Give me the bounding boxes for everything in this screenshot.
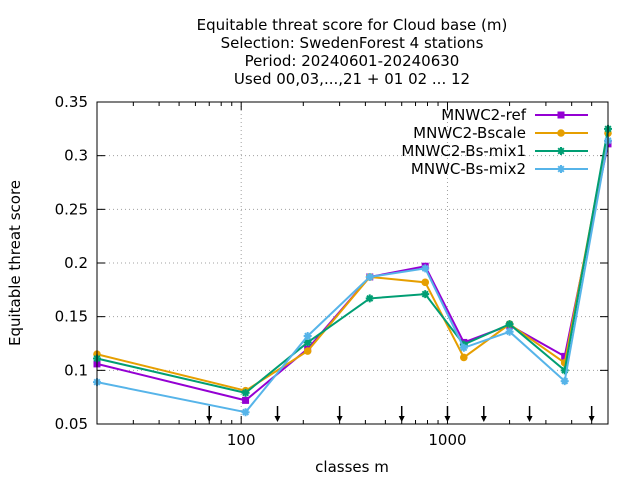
series-line [96, 143, 609, 402]
data-point [421, 290, 430, 299]
data-point [241, 408, 250, 417]
title-line: Used 00,03,...,21 + 01 02 ... 12 [234, 70, 470, 88]
class-marker-arrow [274, 416, 281, 422]
class-marker-arrow [444, 416, 451, 422]
legend-item: MNWC2-Bscale [413, 124, 588, 142]
data-point [505, 327, 514, 336]
legend-label: MNWC2-Bs-mix1 [401, 142, 526, 160]
y-axis-label: Equitable threat score [6, 180, 24, 346]
grid [97, 102, 608, 424]
class-marker-arrow [588, 416, 595, 422]
data-point [561, 352, 569, 360]
data-point [557, 147, 565, 155]
class-marker-arrow [480, 416, 487, 422]
y-tick-label: 0.15 [55, 308, 88, 326]
title-line: Period: 20240601-20240630 [245, 52, 460, 70]
class-markers [206, 406, 595, 422]
data-point [421, 278, 430, 287]
data-point [557, 165, 565, 173]
data-point [365, 294, 374, 303]
y-tick-label: 0.2 [64, 254, 88, 272]
legend-item: MNWC-Bs-mix2 [411, 160, 588, 178]
series-mnwc-bs-mix2 [93, 136, 612, 417]
plot-frame [96, 101, 609, 425]
data-point [303, 331, 312, 340]
series-line [96, 128, 609, 394]
chart-title: Equitable threat score for Cloud base (m… [197, 16, 508, 88]
legend-item: MNWC2-Bs-mix1 [401, 142, 588, 160]
class-marker-arrow [398, 416, 405, 422]
data-point [303, 347, 312, 355]
series-mnwc2-ref [93, 140, 612, 404]
data-point [365, 272, 374, 281]
y-tick-label: 0.35 [55, 93, 88, 111]
title-line: Equitable threat score for Cloud base (m… [197, 16, 508, 34]
data-point [505, 320, 514, 329]
data-point [557, 129, 565, 137]
data-point [241, 388, 250, 397]
legend: MNWC2-refMNWC2-BscaleMNWC2-Bs-mix1MNWC-B… [401, 106, 588, 178]
data-point [560, 377, 569, 386]
data-point [421, 264, 430, 273]
x-tick-label: 100 [227, 431, 256, 449]
legend-label: MNWC-Bs-mix2 [411, 160, 526, 178]
series-line [96, 140, 609, 414]
legend-item: MNWC2-ref [441, 106, 588, 124]
x-axis-ticks: 100 1000 [132, 102, 593, 449]
y-tick-label: 0.1 [64, 361, 88, 379]
class-marker-arrow [206, 416, 213, 422]
data-point [460, 353, 468, 362]
y-axis-ticks: 0.05 0.1 0.15 0.2 0.25 0.3 0.35 [55, 93, 608, 433]
legend-label: MNWC2-Bscale [413, 124, 526, 142]
data-point [557, 111, 565, 119]
class-marker-arrow [526, 416, 533, 422]
title-line: Selection: SwedenForest 4 stations [221, 34, 484, 52]
y-tick-label: 0.25 [55, 200, 88, 218]
data-point [459, 343, 468, 352]
class-marker-arrow [336, 416, 343, 422]
y-tick-label: 0.05 [55, 415, 88, 433]
data-point [303, 338, 312, 347]
series-lines [93, 124, 612, 417]
series-mnwc2-bs-mix1 [93, 124, 612, 397]
y-tick-label: 0.3 [64, 147, 88, 165]
x-axis-label: classes m [315, 458, 389, 476]
data-point [242, 396, 250, 404]
legend-label: MNWC2-ref [441, 106, 526, 124]
x-tick-label: 1000 [428, 431, 466, 449]
data-point [560, 366, 569, 375]
